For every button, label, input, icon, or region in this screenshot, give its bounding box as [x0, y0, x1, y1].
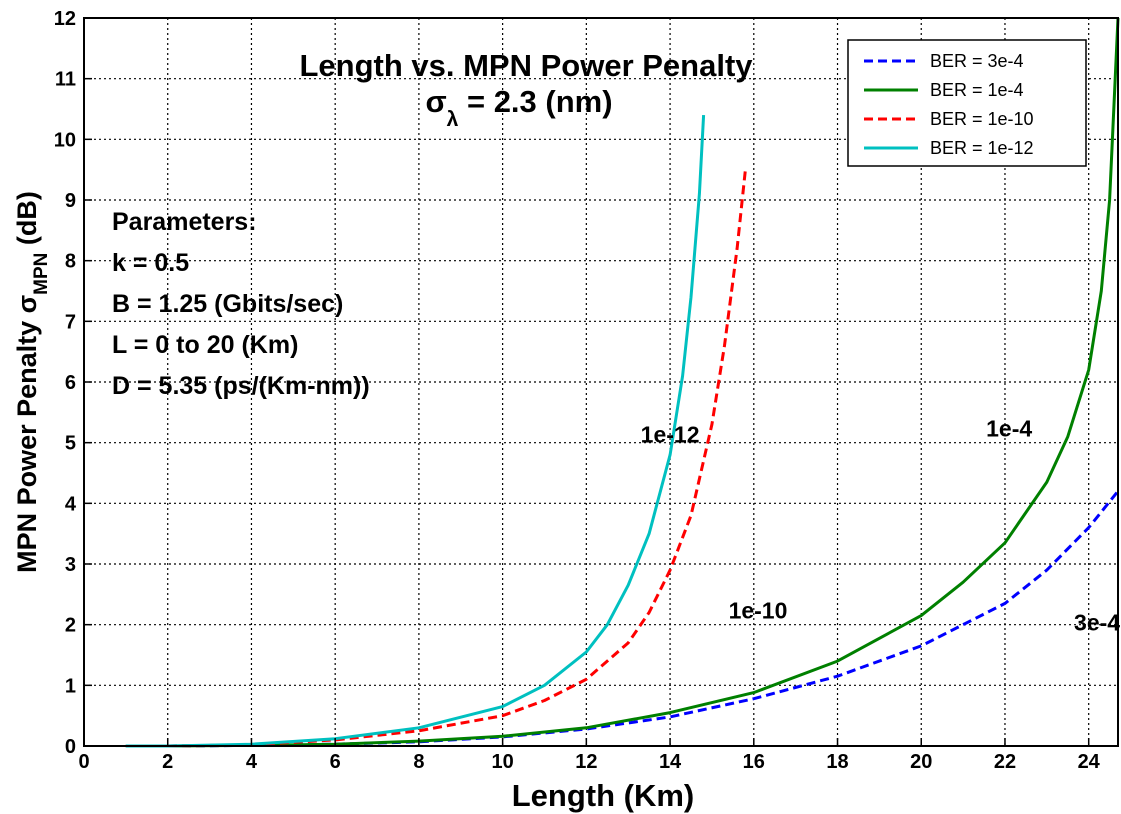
y-tick-label: 4 — [65, 493, 77, 515]
grid — [83, 17, 1118, 747]
series-line-2 — [125, 169, 747, 748]
y-tick-label: 10 — [54, 129, 76, 151]
x-tick-label: 10 — [491, 751, 513, 773]
x-tick-label: 22 — [994, 751, 1016, 773]
x-tick-label: 6 — [330, 751, 341, 773]
series-line-3 — [125, 115, 706, 748]
y-tick-label: 1 — [65, 675, 76, 697]
curve-annotations: 1e-12 1e-10 1e-4 3e-4 — [641, 416, 1121, 636]
curve-annotation: 1e-12 — [641, 422, 700, 448]
x-tick-label: 12 — [575, 751, 597, 773]
x-tick-label: 14 — [659, 751, 682, 773]
x-tick-label: 4 — [246, 751, 258, 773]
y-tick-label: 8 — [65, 251, 76, 273]
y-tick-label: 11 — [55, 69, 76, 91]
y-tick-label: 5 — [65, 433, 76, 455]
x-tick-label: 0 — [78, 751, 89, 773]
legend-label-2: BER = 1e-10 — [930, 109, 1034, 129]
x-tick-label: 20 — [910, 751, 932, 773]
x-tick-label: 24 — [1078, 751, 1101, 773]
parameter-line: D = 5.35 (ps/(Km-nm)) — [112, 372, 370, 400]
curve-annotation: 1e-4 — [986, 416, 1032, 442]
x-tick-label: 18 — [826, 751, 848, 773]
x-tick-label: 8 — [413, 751, 424, 773]
parameter-line: B = 1.25 (Gbits/sec) — [112, 290, 343, 318]
y-tick-label: 7 — [65, 311, 76, 333]
y-tick-label: 9 — [65, 190, 76, 212]
legend-box — [847, 39, 1087, 167]
parameter-line: Parameters: — [112, 208, 257, 236]
legend-label-0: BER = 3e-4 — [930, 51, 1024, 71]
parameter-line: L = 0 to 20 (Km) — [112, 331, 298, 359]
chart-title: Length vs. MPN Power Penalty — [299, 48, 753, 83]
legend: BER = 3e-4 BER = 1e-4 BER = 1e-10 BER = 1e-… — [847, 39, 1087, 167]
curve-annotation: 1e-10 — [729, 598, 788, 624]
x-tick-label: 16 — [743, 751, 765, 773]
chart-subtitle: σλ = 2.3 (nm) — [425, 84, 612, 131]
curve-annotation: 3e-4 — [1074, 610, 1120, 636]
y-axis-label: MPN Power Penalty σMPN (dB) — [12, 191, 52, 573]
parameter-line: k = 0.5 — [112, 249, 189, 277]
y-tick-label: 0 — [65, 736, 76, 758]
y-tick-label: 2 — [65, 615, 76, 637]
parameters-block: Parameters: k = 0.5 B = 1.25 (Gbits/sec) L … — [112, 208, 370, 400]
y-tick-label: 3 — [65, 554, 76, 576]
legend-label-3: BER = 1e-12 — [930, 138, 1034, 158]
y-tick-label: 6 — [65, 372, 76, 394]
legend-label-1: BER = 1e-4 — [930, 80, 1024, 100]
x-tick-label: 2 — [162, 751, 173, 773]
x-axis-label: Length (Km) — [512, 778, 695, 813]
y-tick-label: 12 — [54, 8, 76, 30]
